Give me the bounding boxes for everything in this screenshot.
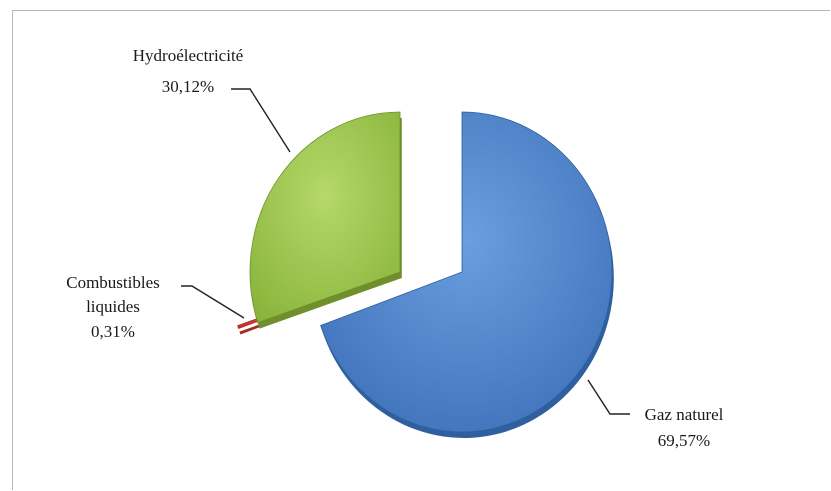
label-combustibles-value: 0,31% bbox=[91, 322, 135, 341]
slice-hydroelectricite bbox=[249, 111, 402, 329]
label-gaz-name: Gaz naturel bbox=[645, 405, 724, 424]
label-combustibles-line2: liquides bbox=[86, 297, 140, 316]
chart-frame bbox=[12, 10, 830, 490]
slice-hydroelectricite-face bbox=[249, 111, 401, 324]
label-gaz-value: 69,57% bbox=[658, 431, 710, 450]
label-hydro-name: Hydroélectricité bbox=[133, 46, 243, 65]
leader-line-gaz bbox=[587, 379, 630, 415]
label-hydro-value: 30,12% bbox=[162, 77, 214, 96]
slice-gaz-naturel bbox=[320, 111, 614, 438]
leader-line-hydro bbox=[231, 88, 291, 153]
leader-line-combustibles bbox=[181, 285, 245, 319]
label-combustibles-line1: Combustibles bbox=[66, 273, 160, 292]
slice-gaz-naturel-face bbox=[320, 111, 613, 433]
